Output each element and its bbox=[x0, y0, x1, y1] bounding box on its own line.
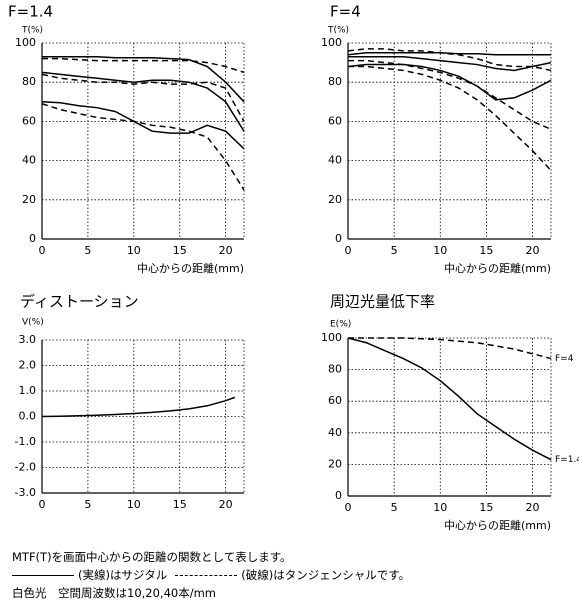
x-tick-label: 0 bbox=[39, 498, 46, 511]
y-tick-label: 0 bbox=[335, 232, 342, 245]
x-tick-label: 0 bbox=[345, 244, 352, 257]
x-tick-label: 20 bbox=[219, 244, 233, 257]
y-axis-label: T(%) bbox=[327, 26, 349, 36]
y-tick-label: -3.0 bbox=[15, 486, 36, 499]
chart-title: F=1.4 bbox=[8, 3, 53, 21]
dashed-text: (破線)はタンジェンシャルです。 bbox=[241, 568, 411, 582]
y-axis-label: E(%) bbox=[330, 320, 351, 330]
line bbox=[348, 337, 552, 360]
x-tick-label: 20 bbox=[219, 498, 233, 511]
line bbox=[348, 65, 552, 171]
line bbox=[41, 73, 245, 122]
y-tick-label: 80 bbox=[328, 363, 342, 376]
y-axis-label: V(%) bbox=[22, 318, 44, 328]
x-tick-label: 10 bbox=[127, 244, 141, 257]
y-tick-label: 100 bbox=[15, 36, 36, 49]
line bbox=[41, 103, 245, 191]
footer-line: (実線)はサジタル (破線)はタンジェンシャルです。 bbox=[12, 566, 410, 584]
y-tick-label: 40 bbox=[328, 426, 342, 439]
x-tick-label: 15 bbox=[173, 244, 187, 257]
x-axis-label: 中心からの距離(mm) bbox=[444, 261, 551, 275]
line bbox=[347, 63, 552, 101]
x-axis-label: 中心からの距離(mm) bbox=[444, 518, 551, 532]
y-tick-label: -2.0 bbox=[15, 461, 36, 474]
solid-text: (実線)はサジタル bbox=[78, 568, 168, 582]
footer-line: 白色光 空間周波数は10,20,40本/mm bbox=[12, 586, 216, 600]
x-tick-label: 0 bbox=[39, 244, 46, 257]
y-tick-label: 2.0 bbox=[19, 359, 37, 372]
line-label: F=4 bbox=[555, 354, 574, 364]
x-tick-label: 10 bbox=[127, 498, 141, 511]
x-tick-label: 0 bbox=[345, 501, 352, 514]
x-tick-label: 10 bbox=[433, 244, 447, 257]
x-tick-label: 15 bbox=[173, 498, 187, 511]
y-tick-label: 0.0 bbox=[19, 410, 37, 423]
line bbox=[347, 48, 552, 72]
x-tick-label: 15 bbox=[479, 501, 493, 514]
chart-title: F=4 bbox=[330, 3, 361, 21]
line bbox=[348, 59, 552, 130]
y-tick-label: -1.0 bbox=[15, 435, 36, 448]
line bbox=[42, 55, 245, 103]
y-tick-label: 40 bbox=[22, 154, 36, 167]
x-tick-label: 5 bbox=[391, 501, 398, 514]
y-tick-label: 60 bbox=[22, 114, 36, 127]
y-tick-label: 0 bbox=[29, 232, 36, 245]
line bbox=[348, 55, 552, 72]
y-tick-label: 3.0 bbox=[19, 333, 37, 346]
chart-title: ディストーション bbox=[20, 293, 139, 311]
y-tick-label: 0 bbox=[335, 489, 342, 502]
line bbox=[41, 396, 236, 418]
x-tick-label: 20 bbox=[526, 244, 540, 257]
x-axis-label: 中心からの距離(mm) bbox=[137, 261, 244, 275]
y-tick-label: 80 bbox=[328, 75, 342, 88]
x-tick-label: 15 bbox=[479, 244, 493, 257]
footer: MTF(T)を画面中心からの距離の関数として表します。 (実線)はサジタル (破線… bbox=[12, 548, 410, 602]
y-tick-label: 100 bbox=[321, 36, 342, 49]
line bbox=[42, 57, 245, 74]
y-axis-label: T(%) bbox=[21, 26, 43, 36]
y-tick-label: 80 bbox=[22, 75, 36, 88]
y-tick-label: 100 bbox=[321, 331, 342, 344]
y-tick-label: 20 bbox=[22, 193, 36, 206]
y-tick-label: 1.0 bbox=[19, 384, 37, 397]
x-tick-label: 5 bbox=[84, 498, 91, 511]
line bbox=[41, 101, 245, 150]
y-tick-label: 60 bbox=[328, 394, 342, 407]
dashed-symbol bbox=[175, 575, 238, 576]
x-tick-label: 5 bbox=[391, 244, 398, 257]
y-tick-label: 40 bbox=[328, 154, 342, 167]
line bbox=[41, 71, 245, 132]
y-tick-label: 20 bbox=[328, 193, 342, 206]
solid-symbol bbox=[12, 575, 74, 576]
chart-title: 周辺光量低下率 bbox=[330, 293, 435, 311]
footer-line: MTF(T)を画面中心からの距離の関数として表します。 bbox=[12, 550, 292, 564]
y-tick-label: 60 bbox=[328, 114, 342, 127]
line-label: F=1.4 bbox=[555, 455, 579, 465]
x-tick-label: 5 bbox=[84, 244, 91, 257]
x-tick-label: 10 bbox=[433, 501, 447, 514]
line bbox=[347, 337, 552, 461]
y-tick-label: 20 bbox=[328, 457, 342, 470]
x-tick-label: 20 bbox=[526, 501, 540, 514]
